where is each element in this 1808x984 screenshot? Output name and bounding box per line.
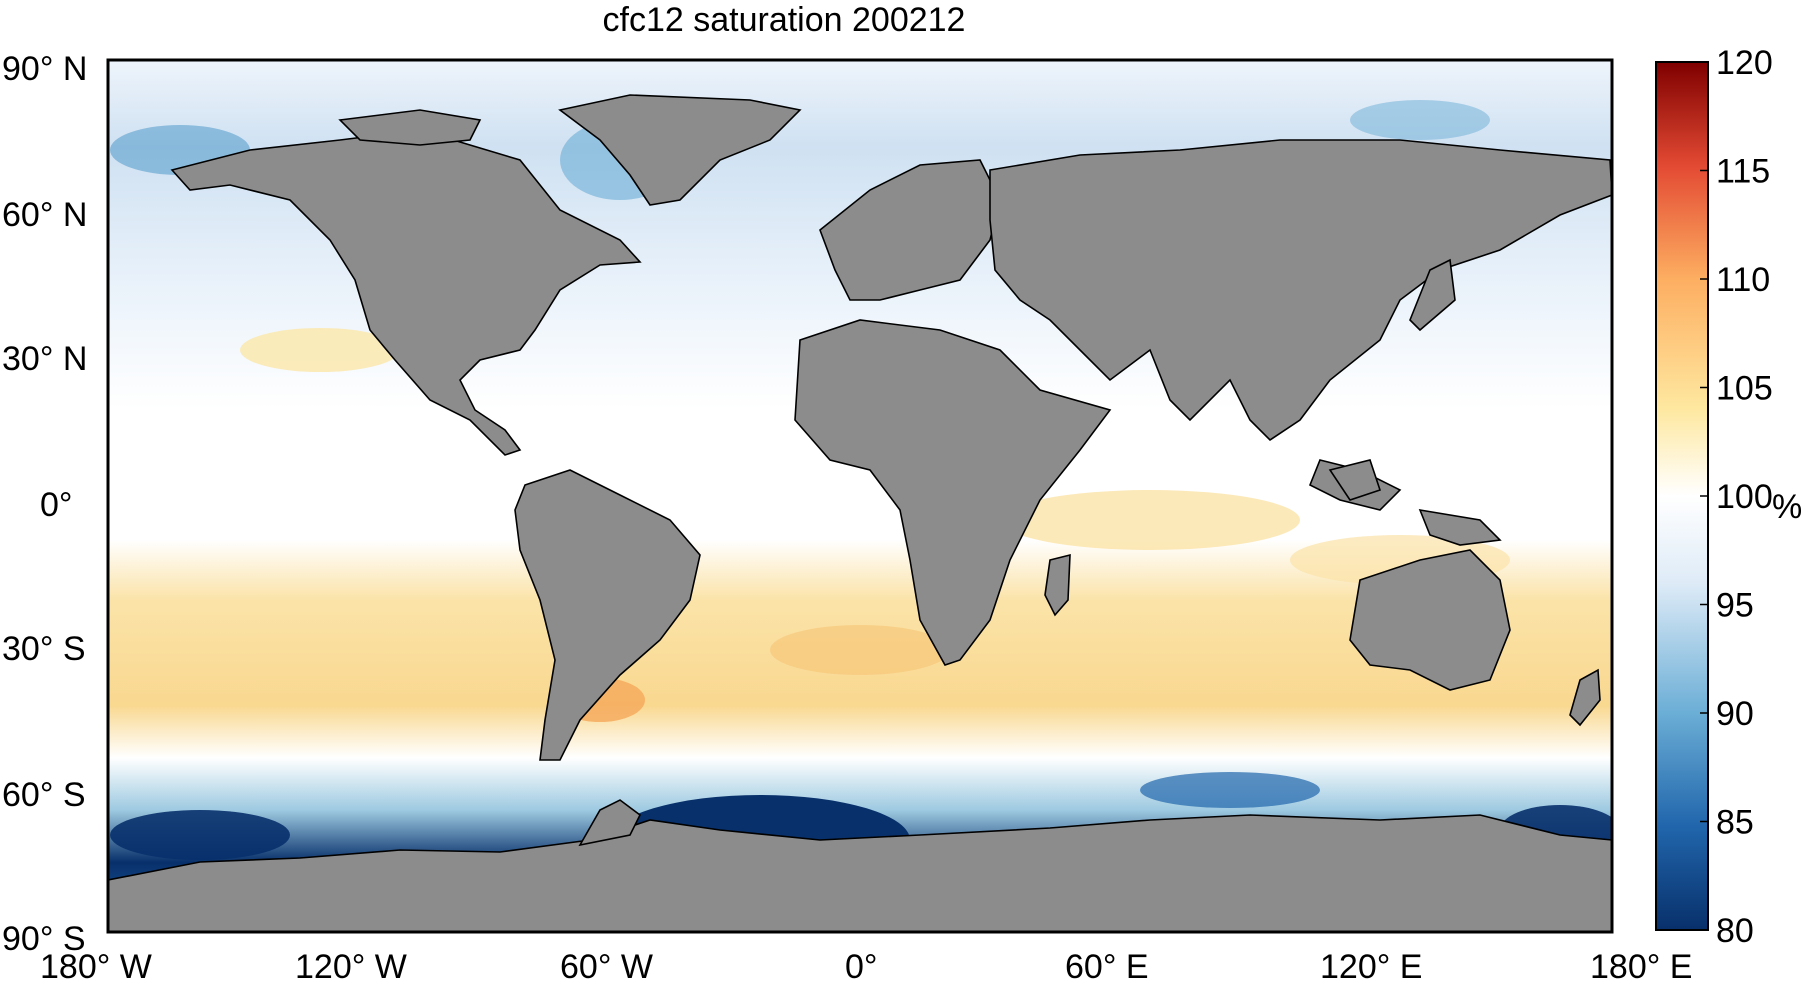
map-title: cfc12 saturation 200212 — [602, 1, 966, 39]
lat-label: 90° S — [2, 920, 86, 958]
lat-label: 90° N — [2, 50, 87, 88]
land-japan — [1409, 258, 1456, 332]
land-australia — [1349, 549, 1511, 691]
land-europe — [819, 159, 1001, 301]
land-new-zealand — [1569, 668, 1601, 727]
lon-label: 60° E — [1065, 948, 1149, 984]
lon-label: 120° E — [1320, 948, 1422, 984]
colorbar-tick-label: 90 — [1716, 695, 1754, 733]
colorbar-tick-label: 80 — [1716, 912, 1754, 950]
lon-label: 180° W — [40, 948, 152, 984]
longitude-labels: 180° W 120° W 60° W 0° 60° E 120° E 180°… — [40, 948, 1692, 984]
land-new-guinea — [1418, 508, 1502, 546]
colorbar-tick-label: 120 — [1716, 44, 1773, 82]
land-africa — [794, 319, 1112, 666]
colorbar: 80 85 90 95 100 105 110 115 120 % — [1655, 44, 1802, 950]
colorbar-tick-label: 105 — [1716, 370, 1773, 408]
colorbar-tick-label: 115 — [1716, 153, 1770, 191]
land-antarctica — [108, 814, 1612, 932]
land-madagascar — [1044, 553, 1071, 617]
lat-label: 60° N — [2, 196, 87, 234]
lon-label: 60° W — [560, 948, 653, 984]
colorbar-tick-label: 100 — [1716, 478, 1773, 516]
land-greenland — [558, 94, 802, 206]
latitude-labels: 90° N 60° N 30° N 0° 30° S 60° S 90° S — [2, 50, 87, 958]
lat-label: 30° N — [2, 340, 87, 378]
lon-label: 180° E — [1590, 948, 1692, 984]
colorbar-scale — [1655, 61, 1709, 931]
land-borneo — [1328, 459, 1382, 501]
colorbar-unit: % — [1772, 488, 1802, 526]
map-frame — [106, 58, 1614, 934]
land-south-america — [514, 469, 701, 761]
colorbar-tick-label: 85 — [1716, 804, 1754, 842]
lon-label: 120° W — [295, 948, 407, 984]
land-asia — [989, 139, 1612, 442]
lat-label: 0° — [40, 486, 73, 524]
land-north-america — [170, 129, 642, 456]
land-masses — [108, 94, 1612, 932]
lon-label: 0° — [845, 948, 878, 984]
land-arctic-islands — [338, 109, 482, 146]
lat-label: 30° S — [2, 630, 86, 668]
colorbar-tick-label: 110 — [1716, 261, 1770, 299]
colorbar-tick-label: 95 — [1716, 587, 1754, 625]
lat-label: 60° S — [2, 776, 86, 814]
land-antarctic-peninsula — [578, 799, 642, 847]
